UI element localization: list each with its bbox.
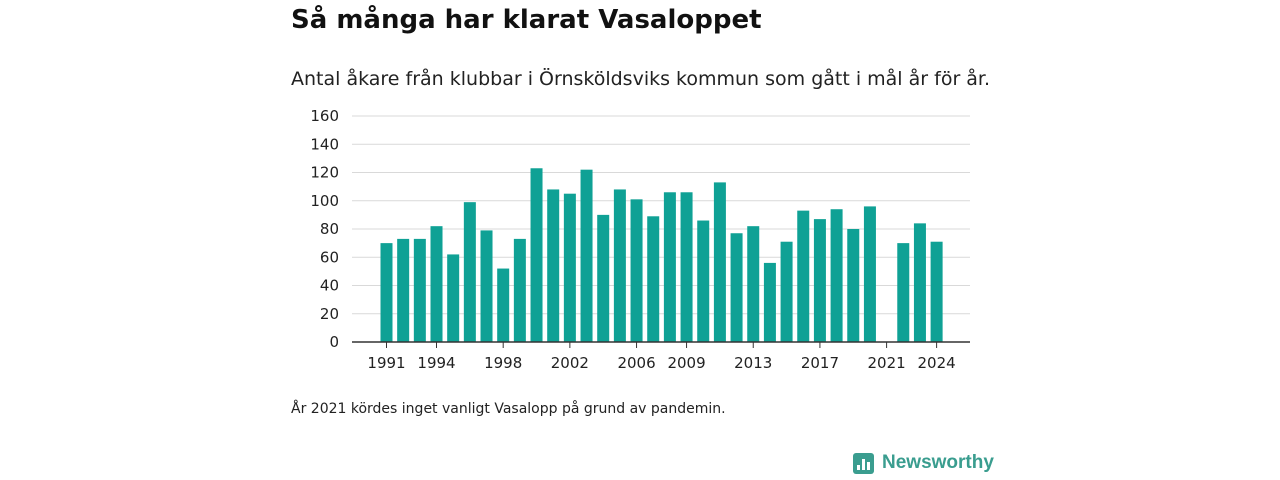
bar-1994 <box>430 226 443 342</box>
chart-title: Så många har klarat Vasaloppet <box>291 5 762 35</box>
bar-2016 <box>797 210 810 342</box>
bar-2001 <box>547 189 560 342</box>
bar-2006 <box>630 199 643 342</box>
bar-1993 <box>413 238 426 342</box>
bar-2005 <box>613 189 626 342</box>
y-tick-label: 160 <box>310 107 339 125</box>
x-tick-label: 2009 <box>667 354 705 372</box>
bar-1991 <box>380 243 393 342</box>
bar-2011 <box>713 182 726 342</box>
y-tick-label: 100 <box>310 192 339 210</box>
bar-1995 <box>447 254 460 342</box>
bar-2012 <box>730 233 743 342</box>
footnote: År 2021 kördes inget vanligt Vasalopp på… <box>291 401 726 417</box>
bar-2020 <box>863 206 876 342</box>
bar-2002 <box>563 193 576 342</box>
bar-2023 <box>913 223 926 342</box>
brand-name: Newsworthy <box>882 452 994 473</box>
y-tick-label: 120 <box>310 164 339 182</box>
bar-1997 <box>480 230 493 342</box>
bar-2008 <box>663 192 676 342</box>
newsworthy-logo-icon <box>853 452 874 474</box>
bar-2007 <box>647 216 660 342</box>
bar-2024 <box>930 241 943 342</box>
x-tick-label: 2002 <box>551 354 589 372</box>
y-axis-ticks: 0 20 40 60 80 100 120 140 160 <box>310 107 339 351</box>
bars <box>380 168 943 342</box>
bar-2010 <box>697 220 710 342</box>
bar-1999 <box>513 238 526 342</box>
bar-2022 <box>897 243 910 342</box>
bar-1992 <box>397 238 410 342</box>
bar-2019 <box>847 229 860 342</box>
gridlines <box>352 115 970 315</box>
x-tick-label: 2013 <box>734 354 772 372</box>
x-tick-label: 1994 <box>417 354 455 372</box>
y-tick-label: 20 <box>320 305 339 323</box>
bar-1998 <box>497 268 510 342</box>
bar-2000 <box>530 168 543 342</box>
bar-2014 <box>763 262 776 342</box>
bar-2009 <box>680 192 693 342</box>
x-tick-label: 1991 <box>367 354 405 372</box>
y-tick-label: 0 <box>329 333 339 351</box>
y-tick-label: 60 <box>320 248 339 266</box>
y-tick-label: 140 <box>310 135 339 153</box>
x-axis-ticks: 1991 1994 1998 2002 2006 2009 2013 2017 2021 2024 <box>367 342 956 372</box>
bar-2013 <box>747 226 760 342</box>
bar-1996 <box>463 202 476 342</box>
chart-subtitle: Antal åkare från klubbar i Örnsköldsviks… <box>291 68 991 90</box>
bar-2003 <box>580 169 593 342</box>
x-tick-label: 2021 <box>868 354 906 372</box>
newsworthy-logo: Newsworthy <box>853 452 994 474</box>
bar-2018 <box>830 209 843 342</box>
x-tick-label: 2006 <box>617 354 655 372</box>
x-tick-label: 1998 <box>484 354 522 372</box>
bar-2004 <box>597 214 610 342</box>
bar-2017 <box>813 219 826 342</box>
y-tick-label: 80 <box>320 220 339 238</box>
y-tick-label: 40 <box>320 277 339 295</box>
bar-2015 <box>780 241 793 342</box>
x-tick-label: 2024 <box>918 354 956 372</box>
x-tick-label: 2017 <box>801 354 839 372</box>
